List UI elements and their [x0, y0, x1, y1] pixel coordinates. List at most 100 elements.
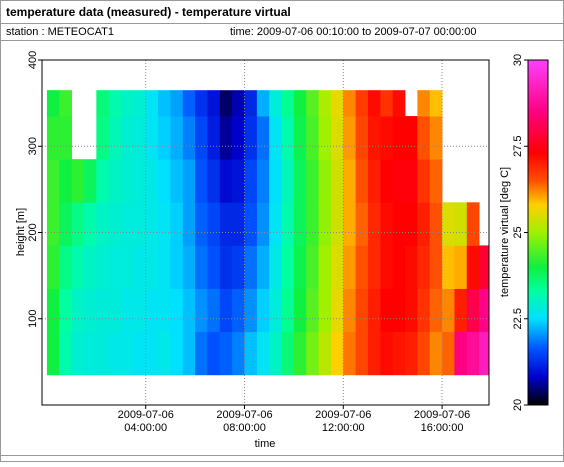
heat-cell [442, 202, 455, 246]
heat-cell [96, 90, 110, 117]
heat-cell [479, 288, 490, 333]
heat-cell [269, 288, 282, 333]
heat-cell [256, 288, 270, 333]
heat-cell [256, 331, 270, 376]
heat-cell [429, 202, 443, 246]
heat-cell [281, 245, 295, 289]
heat-cell [293, 245, 307, 289]
heat-cell [244, 202, 258, 246]
chart-title: temperature data (measured) - temperatur… [6, 5, 291, 19]
heat-cell [355, 116, 369, 160]
heat-cell [355, 159, 369, 203]
heat-cell [306, 90, 319, 117]
heat-cell [343, 90, 357, 117]
heat-cell [195, 116, 208, 160]
heat-cell [466, 331, 480, 376]
heat-cell [417, 159, 431, 203]
heat-cell [207, 288, 221, 333]
heat-cell [195, 202, 208, 246]
heat-cell [145, 90, 159, 117]
heat-cell [207, 116, 221, 160]
heat-cell [170, 331, 184, 376]
heat-cell [219, 159, 233, 203]
heat-cell [330, 202, 344, 246]
colorbar-tick-label: 20 [512, 399, 524, 411]
colorbar [527, 59, 549, 406]
heat-cell [269, 202, 282, 246]
heat-cell [244, 331, 258, 376]
heat-cell [158, 159, 171, 203]
heat-cell [170, 116, 184, 160]
heat-cell [219, 90, 233, 117]
heat-cell [330, 245, 344, 289]
heat-cell [108, 90, 122, 117]
heat-cell [207, 202, 221, 246]
plot-area [42, 60, 490, 405]
heat-cell [158, 331, 171, 376]
heat-cell [367, 288, 381, 333]
heat-cell [269, 159, 282, 203]
heat-cell [219, 245, 233, 289]
heat-cell [145, 331, 159, 376]
y-axis-label: height [m] [15, 208, 27, 256]
heat-cell [367, 202, 381, 246]
heat-cell [46, 288, 60, 333]
heat-cell [83, 202, 97, 246]
heat-cell [145, 245, 159, 289]
heat-cell [392, 90, 406, 117]
heat-cell [133, 159, 147, 203]
heat-cell [108, 116, 122, 160]
heat-cell [108, 159, 122, 203]
heat-cell [256, 90, 270, 117]
heat-cell [343, 288, 357, 333]
heat-cell [108, 288, 122, 333]
heat-cell [71, 159, 85, 203]
heat-cell [417, 331, 431, 376]
heat-cell [466, 288, 480, 333]
heat-cell [121, 245, 134, 289]
heat-cell [133, 245, 147, 289]
heat-cell [133, 288, 147, 333]
heat-cell [244, 90, 258, 117]
heat-cell [244, 116, 258, 160]
heat-cell [256, 159, 270, 203]
heat-cell [170, 288, 184, 333]
heat-cell [108, 202, 122, 246]
heat-cell [306, 288, 319, 333]
heat-cell [293, 116, 307, 160]
heat-cell [281, 202, 295, 246]
heat-cell [318, 90, 332, 117]
heat-cell [330, 159, 344, 203]
heat-cell [343, 116, 357, 160]
heat-cell [71, 245, 85, 289]
heat-cell [46, 90, 60, 117]
heat-cell [219, 116, 233, 160]
heat-cell [46, 202, 60, 246]
heat-cell [182, 159, 196, 203]
heat-cell [232, 116, 245, 160]
heat-cell [405, 202, 418, 246]
heat-cell [392, 159, 406, 203]
heat-cell [306, 116, 319, 160]
heat-cell [182, 331, 196, 376]
heat-cell [170, 159, 184, 203]
heat-cell [219, 288, 233, 333]
heat-cell [380, 202, 394, 246]
heat-cell [59, 202, 73, 246]
heat-cell [367, 159, 381, 203]
heat-cell [318, 116, 332, 160]
heat-cell [269, 245, 282, 289]
heat-cell [429, 116, 443, 160]
heat-cell [454, 288, 468, 333]
heat-cell [158, 90, 171, 117]
heat-cell [306, 159, 319, 203]
colorbar-label: temperature virtual [deg C] [499, 167, 511, 297]
heat-cell [429, 159, 443, 203]
heat-cell [269, 331, 282, 376]
heat-cell [281, 159, 295, 203]
heat-cell [83, 245, 97, 289]
heat-cell [367, 90, 381, 117]
heat-cell [318, 331, 332, 376]
heat-cell [318, 202, 332, 246]
